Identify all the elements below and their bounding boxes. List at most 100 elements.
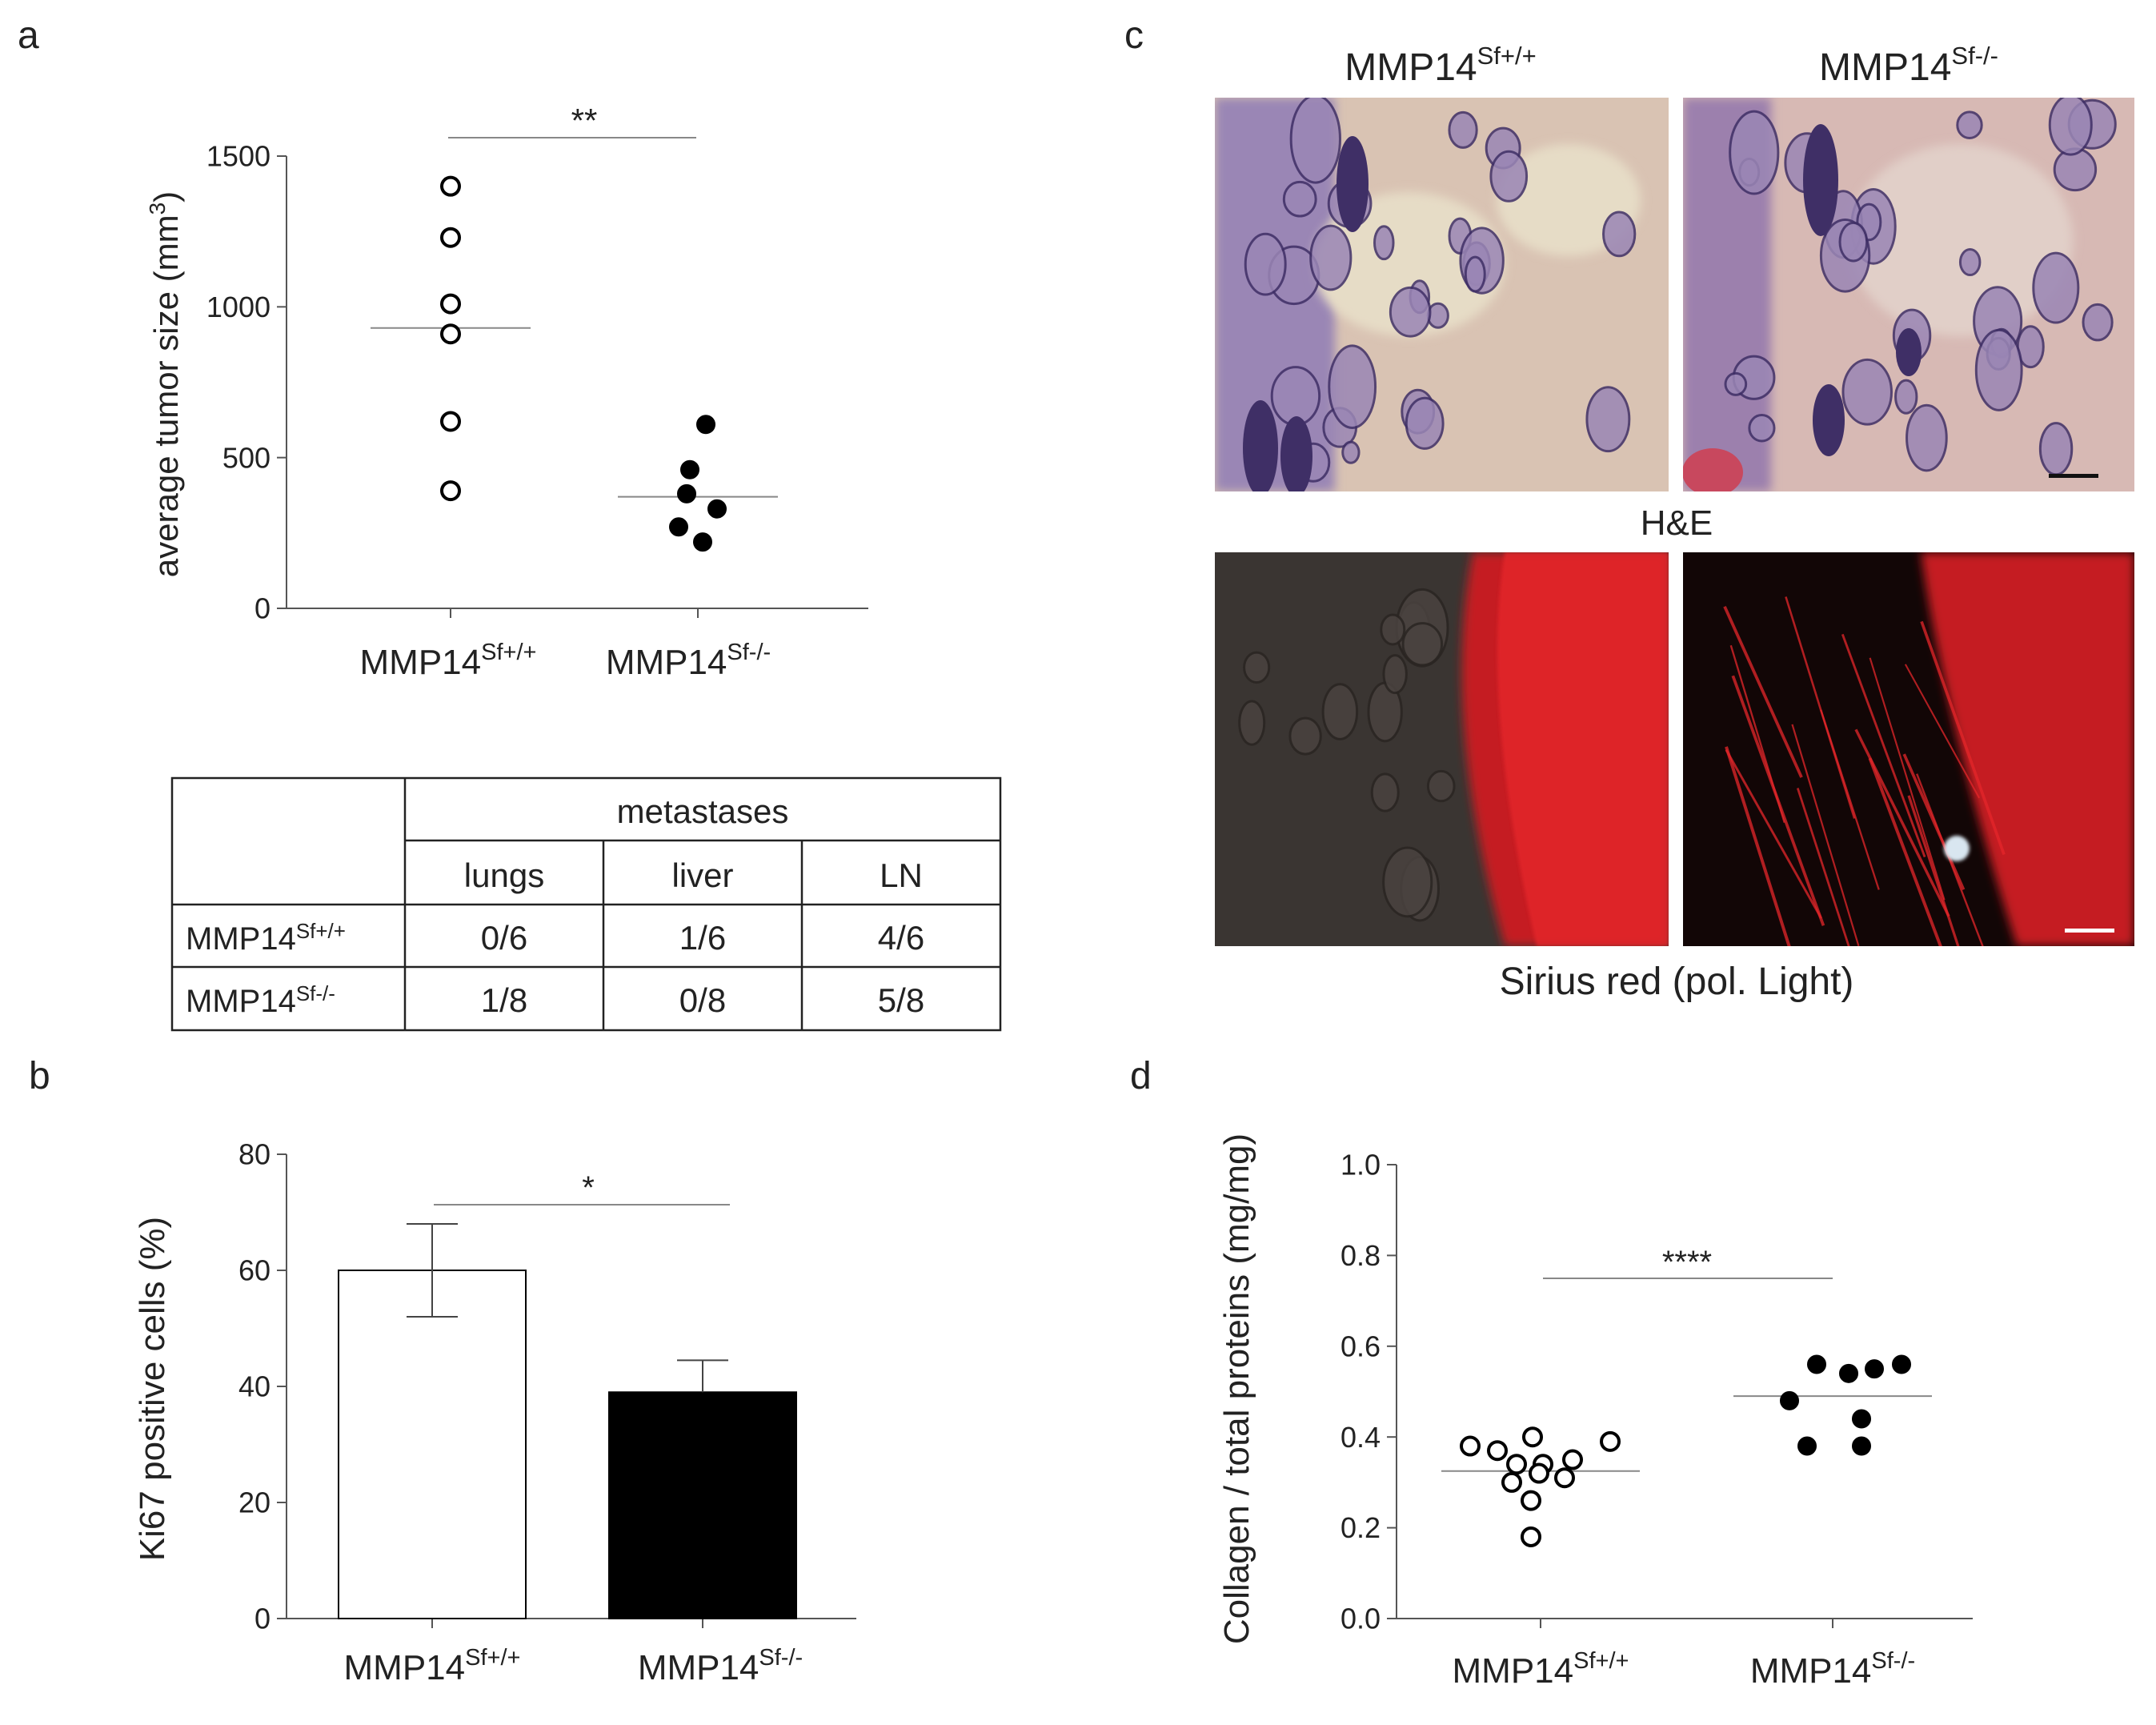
pol-image-knockout (1683, 552, 2134, 946)
panel-letter-a: a (18, 14, 39, 57)
panel-b-bar-chart: 0 20 40 60 80 Ki67 positive cells (%) * MMP1… (133, 1138, 856, 1687)
panel-d-significance-label: **** (1662, 1245, 1712, 1280)
panel-a-y-axis-title: average tumor size (mm3) (145, 191, 185, 577)
panel-d-point (1562, 1449, 1583, 1470)
table-row-label-1: MMP14Sf+/+ (186, 919, 346, 957)
hair-follicle (1896, 328, 1922, 376)
tissue-structure (1382, 846, 1433, 918)
panel-c-col-label-2: MMP14Sf-/- (1819, 42, 1998, 89)
tissue-structure (1382, 654, 1408, 695)
tissue-structure (1748, 414, 1776, 443)
panel-d-point (1521, 1526, 1541, 1547)
panel-a-y-tick-label: 1500 (206, 140, 271, 173)
panel-a-point (440, 480, 461, 502)
panel-letter-d: d (1130, 1055, 1152, 1097)
panel-d-point (1797, 1436, 1817, 1456)
panel-a-scatter: 0 500 1000 1500 average tumor size (mm3) **… (145, 102, 868, 682)
panel-d-point (1839, 1363, 1858, 1383)
panel-b-x-label-2: MMP14Sf-/- (638, 1645, 803, 1687)
panel-a-point (440, 411, 461, 432)
panel-d-point (1487, 1440, 1508, 1462)
panel-c-micrographs: MMP14Sf+/+ MMP14Sf-/- H&E (1215, 42, 2134, 1003)
tissue-structure (1405, 396, 1445, 450)
panel-d-y-tick-label: 0.8 (1340, 1239, 1381, 1272)
collagen-fiber (1854, 728, 1950, 917)
panel-letter-b: b (29, 1055, 50, 1097)
collagen-fiber (1869, 657, 1946, 901)
scale-bar-he (2049, 474, 2098, 478)
table-col-lungs: lungs (464, 856, 544, 894)
panel-d-point (1529, 1462, 1549, 1484)
panel-a-x-label-1: MMP14Sf+/+ (360, 640, 537, 682)
tissue-structure (1724, 371, 1748, 396)
hair-follicle (1280, 416, 1312, 491)
tissue-structure (1380, 613, 1406, 646)
panel-d-point (1892, 1354, 1911, 1374)
collagen-fiber (1868, 757, 1942, 946)
table-cell-r2-lungs: 1/8 (481, 981, 527, 1019)
panel-d-y-axis-title: Collagen / total proteins (mg/mg) (1217, 1133, 1256, 1644)
tissue-structure (1243, 651, 1271, 684)
panel-c-row2-caption: Sirius red (pol. Light) (1500, 961, 1854, 1003)
collagen-fiber (1791, 724, 1860, 946)
tissue-structure (1270, 366, 1321, 427)
table-cell-r1-ln: 4/6 (878, 919, 924, 957)
panel-a-point (696, 415, 715, 435)
hair-follicle (1243, 400, 1278, 491)
tissue-structure (2038, 422, 2074, 476)
tissue-structure (1958, 247, 1982, 277)
panel-d-x-label-1: MMP14Sf+/+ (1453, 1648, 1629, 1691)
tissue-structure (1321, 683, 1359, 740)
panel-b-y-tick-label: 80 (238, 1138, 271, 1171)
tissue-structure (1238, 700, 1266, 746)
panel-a-y-tick-label: 500 (222, 441, 271, 474)
collagen-fiber (1841, 633, 1926, 858)
panel-a-point (440, 227, 461, 248)
panel-a-point (669, 517, 688, 537)
collagen-fiber (1725, 749, 1822, 919)
panel-b-y-tick-label: 20 (238, 1486, 271, 1519)
collagen-fiber (1904, 664, 1981, 799)
collagen-fiber (1902, 753, 1966, 891)
tissue-structure (1426, 769, 1456, 803)
collagen-fiber (1785, 596, 1856, 819)
panel-d-point (1501, 1471, 1522, 1493)
panel-b-y-tick-label: 40 (238, 1370, 271, 1403)
panel-letter-c: c (1124, 14, 1144, 57)
tissue-structure (1906, 403, 1948, 472)
tissue-structure (1289, 98, 1341, 184)
hair-follicle (1813, 384, 1845, 456)
panel-a-y-tick-label: 1000 (206, 291, 271, 323)
panel-a-point (707, 499, 727, 519)
panel-a-point (677, 483, 696, 503)
tissue-structure (1401, 622, 1444, 667)
table-col-liver: liver (671, 856, 733, 894)
panel-d-y-tick-label: 0.4 (1340, 1421, 1381, 1454)
he-image-knockout (1683, 98, 2134, 491)
collagen-fiber (1796, 788, 1850, 946)
panel-d-y-tick-label: 1.0 (1340, 1149, 1381, 1181)
collagen-fiber (1723, 605, 1803, 778)
tissue-structure (1341, 440, 1361, 464)
tissue-structure (2032, 251, 2080, 324)
tissue-structure (1370, 772, 1400, 812)
tissue-structure (2082, 303, 2114, 342)
panel-b-y-tick-label: 60 (238, 1254, 271, 1287)
tissue-structure (1448, 110, 1478, 149)
tissue-structure (1244, 232, 1287, 296)
collagen-fiber (1725, 746, 1791, 946)
panel-d-point (1506, 1454, 1527, 1475)
tissue-structure (1464, 255, 1486, 293)
tissue-structure (1282, 180, 1317, 218)
table-header-metastases: metastases (617, 792, 789, 830)
panel-b-bar (338, 1270, 527, 1619)
tissue-structure (2048, 98, 2093, 156)
table-cell-r2-ln: 5/8 (878, 981, 924, 1019)
panel-d-y-tick-label: 0.2 (1340, 1511, 1381, 1544)
panel-a-point (440, 323, 461, 345)
tissue-structure (1389, 286, 1432, 338)
tissue-structure (1602, 211, 1637, 258)
tissue-structure (1894, 379, 1918, 415)
panel-d-point (1554, 1467, 1575, 1489)
